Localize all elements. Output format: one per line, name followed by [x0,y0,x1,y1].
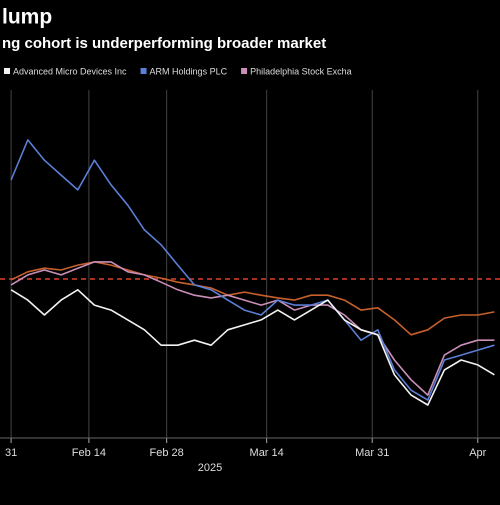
legend-swatch [241,68,248,74]
legend-swatch [4,68,10,74]
chart-title: lump [2,6,52,29]
series-line [10,261,495,336]
series-line [10,261,495,396]
legend-label: ARM Holdings PLC [150,66,228,76]
legend-label: Advanced Micro Devices Inc [13,66,127,76]
x-tick-label: Mar 31 [355,447,389,459]
series-line [10,289,495,406]
x-tick-label: Apr [469,447,486,459]
legend-swatch [140,68,147,74]
x-tick-label: 31 [5,447,17,459]
chart-subtitle: ng cohort is underperforming broader mar… [2,35,326,52]
series-line [10,139,495,401]
x-axis-label: 2025 [198,462,222,474]
x-tick-label: Feb 28 [150,447,184,459]
x-tick-label: Feb 14 [72,447,106,459]
x-tick-label: Mar 14 [250,447,284,459]
legend-label: Philadelphia Stock Excha [250,66,352,76]
